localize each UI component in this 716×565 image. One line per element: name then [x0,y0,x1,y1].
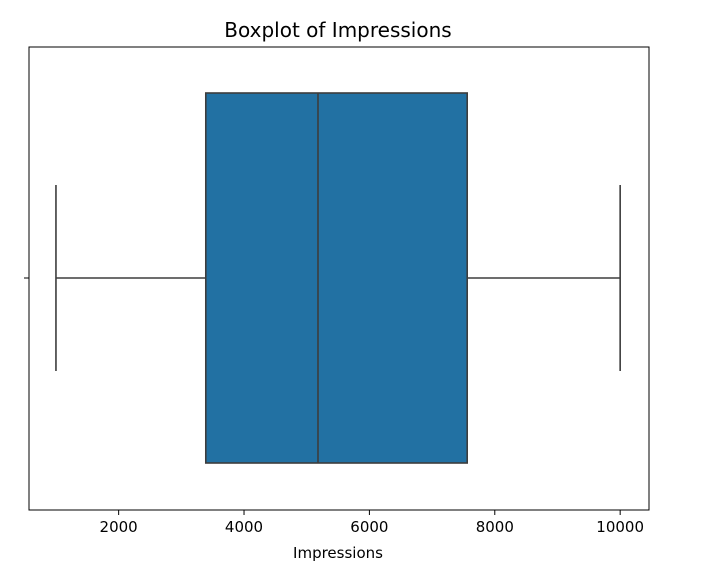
x-tick-label: 6000 [350,518,388,536]
x-tick-label: 8000 [476,518,514,536]
x-axis-label: Impressions [293,544,383,562]
chart-title: Boxplot of Impressions [224,18,451,42]
x-tick-label: 4000 [225,518,263,536]
x-axis-ticks: 2000 4000 6000 8000 10000 [100,510,644,536]
boxplot [55,92,621,464]
x-tick-label: 10000 [596,518,644,536]
x-tick-label: 2000 [100,518,138,536]
iqr-box [204,92,469,464]
plot-area: 2000 4000 6000 8000 10000 [24,46,650,536]
